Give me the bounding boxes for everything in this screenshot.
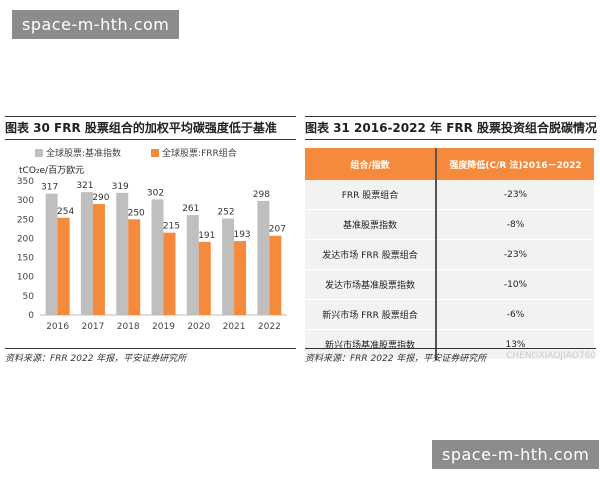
data-label: 215 [163, 222, 180, 232]
chart-legend: 全球股票:基准指数 全球股票:FRR组合 [35, 146, 237, 159]
bar [80, 192, 93, 315]
data-label: 321 [76, 181, 93, 191]
source-text: 资料来源：FRR 2022 年报，平安证券研究所 [305, 354, 487, 364]
reduction-cell: -23% [436, 239, 594, 270]
data-label: 317 [41, 183, 58, 193]
bar-chart: 0 50 100 150 200 250 300 350 2016 317 254 2017 321 29… [17, 177, 287, 332]
chart-source: 资料来源：FRR 2022 年报，平安证券研究所 [5, 348, 296, 364]
legend-swatch [151, 149, 160, 157]
portfolio-cell: 发达市场 FRR 股票组合 [305, 239, 437, 270]
legend-item: 全球股票:FRR组合 [151, 146, 237, 159]
table-row: 基准股票指数 -8% [305, 209, 594, 240]
table-row: 发达市场基准股票指数 -10% [305, 269, 594, 300]
table-row: 新兴市场基准股票指数 13% [305, 329, 594, 360]
y-tick-label: 50 [23, 292, 35, 302]
bar [198, 241, 211, 315]
header-portfolio: 组合/指数 [305, 148, 437, 180]
portfolio-cell: 新兴市场基准股票指数 [305, 329, 437, 360]
bar [186, 215, 199, 315]
bar [57, 217, 70, 315]
reduction-cell: -6% [436, 299, 594, 330]
legend-item: 全球股票:基准指数 [35, 146, 121, 159]
y-tick-label: 0 [28, 311, 34, 321]
bar [257, 200, 270, 315]
y-tick-label: 350 [17, 177, 34, 187]
table-title: 图表 31 2016-2022 年 FRR 股票投资组合脱碳情况 [305, 116, 597, 140]
bar [116, 192, 129, 315]
data-label: 319 [112, 182, 129, 192]
reduction-cell: 13% [436, 329, 594, 360]
data-label: 254 [57, 207, 74, 217]
y-axis-label: tCO₂e/百万欧元 [19, 166, 85, 176]
header-reduction: 强度降低(C/R 法)2016－2022 [436, 148, 594, 180]
legend-label: 全球股票:基准指数 [46, 149, 122, 159]
y-tick-label: 150 [17, 254, 34, 264]
table-row: 发达市场 FRR 股票组合 -23% [305, 239, 594, 270]
data-label: 252 [217, 208, 234, 218]
reduction-cell: -8% [436, 209, 594, 240]
bar [234, 241, 247, 315]
table-row: 新兴市场 FRR 股票组合 -6% [305, 299, 594, 330]
table-source: 资料来源：FRR 2022 年报，平安证券研究所 CHENGXIAOJIAO760 [305, 348, 596, 364]
y-tick-label: 250 [17, 215, 34, 225]
watermark-bottom: space-m-hth.com [432, 440, 600, 469]
chart-panel: 图表 30 FRR 股票组合的加权平均碳强度低于基准 全球股票:基准指数 全球股… [5, 116, 296, 364]
portfolio-cell: 新兴市场 FRR 股票组合 [305, 299, 437, 330]
reduction-cell: -23% [436, 180, 594, 210]
bar [128, 219, 141, 315]
x-tick-label: 2020 [187, 322, 210, 332]
x-tick-label: 2018 [117, 322, 140, 332]
legend-swatch [35, 149, 43, 157]
y-tick-label: 200 [17, 234, 34, 244]
bar [269, 235, 282, 315]
y-tick-label: 300 [17, 196, 34, 206]
watermark-top: space-m-hth.com [12, 10, 180, 39]
decarbonization-table: 组合/指数 强度降低(C/R 法)2016－2022 FRR 股票组合 -23% 基… [305, 148, 594, 360]
data-label: 302 [147, 188, 164, 198]
x-tick-label: 2017 [81, 322, 104, 332]
bar [151, 199, 164, 315]
legend-label: 全球股票:FRR组合 [162, 149, 237, 159]
x-tick-label: 2019 [152, 322, 175, 332]
reduction-cell: -10% [436, 269, 594, 300]
data-label: 191 [198, 231, 215, 241]
chart-title: 图表 30 FRR 股票组合的加权平均碳强度低于基准 [5, 116, 296, 140]
bar [222, 218, 235, 315]
faint-watermark: CHENGXIAOJIAO760 [506, 351, 596, 361]
bar [163, 232, 176, 315]
portfolio-cell: 发达市场基准股票指数 [305, 269, 437, 300]
data-label: 290 [92, 193, 109, 203]
portfolio-cell: FRR 股票组合 [305, 180, 437, 210]
x-tick-label: 2022 [258, 322, 281, 332]
data-label: 261 [182, 204, 199, 214]
table-row: FRR 股票组合 -23% [305, 180, 594, 210]
table-panel: 图表 31 2016-2022 年 FRR 股票投资组合脱碳情况 组合/指数 强… [305, 116, 597, 364]
portfolio-cell: 基准股票指数 [305, 209, 437, 240]
data-label: 207 [269, 225, 286, 235]
data-label: 298 [253, 190, 270, 200]
bar [45, 193, 58, 315]
data-label: 193 [233, 230, 250, 240]
y-tick-label: 100 [17, 273, 34, 283]
bar [92, 203, 105, 315]
x-tick-label: 2021 [223, 322, 246, 332]
data-label: 250 [128, 208, 145, 218]
x-tick-label: 2016 [46, 322, 69, 332]
